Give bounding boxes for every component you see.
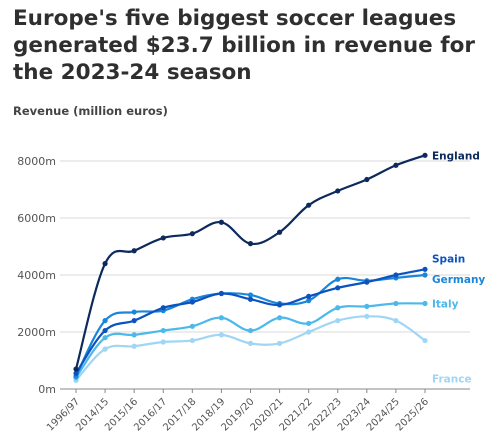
- data-point-england: [247, 241, 254, 247]
- data-point-spain: [335, 285, 341, 291]
- gridlines: [60, 160, 470, 390]
- data-point-spain: [102, 327, 108, 334]
- data-point-spain: [247, 296, 254, 302]
- data-point-england: [131, 248, 137, 254]
- data-point-france: [276, 340, 283, 346]
- data-point-italy: [102, 335, 108, 341]
- data-point-england: [160, 235, 166, 241]
- data-point-spain: [422, 266, 428, 272]
- y-axis-label: Revenue (million euros): [13, 104, 168, 118]
- data-point-spain: [364, 279, 370, 285]
- data-point-germany: [306, 298, 312, 304]
- series-lines: [74, 154, 426, 382]
- series-line-spain: [75, 268, 426, 374]
- data-point-france: [422, 337, 428, 344]
- data-point-england: [102, 261, 108, 267]
- data-point-italy: [276, 315, 283, 321]
- data-point-italy: [364, 303, 370, 309]
- data-point-germany: [131, 309, 137, 315]
- data-point-spain: [160, 305, 166, 311]
- data-point-england: [276, 229, 283, 235]
- series-label-germany: Germany: [432, 274, 485, 286]
- y-axis-ticks: 0m 2000m 4000m 6000m 8000m: [17, 155, 56, 396]
- data-point-spain: [73, 370, 79, 376]
- data-point-italy: [189, 323, 195, 329]
- series-line-italy: [75, 302, 426, 379]
- data-point-france: [393, 318, 399, 324]
- data-point-italy: [247, 327, 254, 334]
- data-point-england: [306, 202, 312, 208]
- series-line-france: [75, 315, 426, 382]
- series-label-italy: Italy: [432, 299, 459, 311]
- data-point-england: [422, 152, 428, 158]
- data-point-germany: [335, 276, 341, 282]
- data-point-france: [247, 340, 254, 346]
- data-point-italy: [393, 300, 399, 307]
- data-point-france: [131, 343, 137, 349]
- data-point-spain: [131, 318, 137, 324]
- y-tick-label: 4000m: [17, 269, 56, 282]
- data-point-france: [364, 313, 370, 319]
- data-point-england: [218, 219, 225, 225]
- data-point-england: [189, 231, 195, 237]
- data-point-italy: [218, 315, 225, 321]
- y-tick-label: 8000m: [17, 155, 56, 168]
- data-point-italy: [160, 327, 166, 334]
- y-tick-label: 6000m: [17, 212, 56, 225]
- series-label-france: France: [432, 374, 472, 386]
- data-point-spain: [306, 293, 312, 299]
- data-point-italy: [131, 332, 137, 338]
- data-point-italy: [422, 300, 428, 307]
- series-label-spain: Spain: [432, 253, 465, 265]
- data-point-italy: [306, 320, 312, 327]
- x-axis-ticks: 1996/972014/152015/162016/172017/182018/…: [45, 389, 431, 433]
- data-point-france: [189, 337, 195, 344]
- chart-title: Europe's five biggest soccer leagues gen…: [13, 6, 475, 85]
- data-point-france: [218, 332, 225, 338]
- data-point-germany: [247, 292, 254, 298]
- data-point-spain: [189, 299, 195, 305]
- series-label-england: England: [432, 150, 480, 162]
- data-point-france: [306, 329, 312, 335]
- data-point-england: [393, 162, 399, 168]
- data-point-spain: [393, 272, 399, 278]
- data-point-germany: [102, 318, 108, 324]
- series-labels: France Italy Germany Spain England: [432, 150, 485, 385]
- data-point-france: [102, 346, 108, 352]
- y-tick-label: 0m: [38, 383, 56, 396]
- data-point-france: [335, 318, 341, 324]
- data-point-england: [335, 188, 341, 194]
- data-point-france: [160, 339, 166, 345]
- data-point-spain: [218, 290, 225, 297]
- series-points: [73, 152, 428, 384]
- data-point-england: [364, 176, 370, 183]
- data-point-italy: [335, 305, 341, 311]
- data-point-england: [73, 366, 79, 372]
- data-point-spain: [276, 302, 283, 308]
- series-line-germany: [75, 273, 426, 377]
- series-line-england: [74, 154, 426, 370]
- data-point-germany: [422, 272, 428, 278]
- y-tick-label: 2000m: [17, 326, 56, 339]
